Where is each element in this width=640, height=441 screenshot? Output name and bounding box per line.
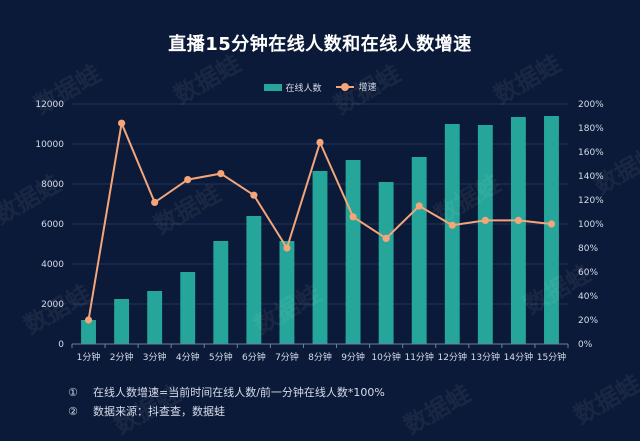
y-left-tick-label: 10000 — [35, 140, 64, 150]
growth-point — [514, 216, 523, 224]
growth-point — [481, 216, 489, 224]
bar — [312, 171, 328, 344]
y-left-tick-label: 6000 — [41, 220, 64, 230]
legend-label-bar: 在线人数 — [285, 83, 322, 94]
y-right-tick-label: 160% — [578, 148, 604, 158]
legend-label-line: 增速 — [358, 83, 377, 93]
y-right-tick-label: 140% — [578, 172, 604, 182]
bar — [345, 160, 361, 344]
growth-point — [184, 176, 192, 184]
growth-point — [448, 221, 456, 229]
bar — [180, 272, 196, 344]
bar — [444, 124, 460, 344]
bar — [114, 299, 130, 344]
growth-point — [349, 213, 357, 221]
bars — [81, 116, 559, 344]
note-2-number: ② — [68, 405, 78, 418]
note-1-number: ① — [68, 386, 78, 399]
growth-point — [217, 170, 225, 178]
y-right-tick-label: 200% — [578, 100, 604, 110]
y-right-tick-label: 20% — [578, 316, 598, 326]
bar — [246, 216, 262, 344]
growth-point — [316, 138, 324, 146]
y-left-tick-label: 12000 — [35, 100, 64, 110]
bar — [477, 125, 493, 344]
bar — [147, 291, 163, 344]
y-left-tick-label: 2000 — [41, 300, 64, 310]
x-tick-label: 10分钟 — [371, 351, 400, 363]
y-left-tick-label: 0 — [58, 340, 64, 350]
growth-line — [84, 119, 556, 324]
bar — [510, 117, 526, 344]
axes: 0 2000 4000 6000 8000 10000 12000 0% 20% 40% 60% 80… — [35, 100, 604, 363]
notes: ① 在线人数增速=当前时间在线人数/前一分钟在线人数*100% ② 数据来源：抖… — [68, 383, 385, 421]
note-2-text: 数据来源：抖查查，数据蛙 — [93, 405, 225, 418]
bar — [411, 157, 427, 344]
growth-point — [250, 191, 258, 199]
legend-bar-swatch — [263, 83, 282, 91]
x-tick-label: 12分钟 — [438, 351, 467, 363]
x-tick-label: 14分钟 — [504, 351, 533, 363]
x-tick-label: 7分钟 — [275, 351, 299, 363]
x-tick-label: 1分钟 — [77, 351, 101, 363]
y-left-tick-label: 8000 — [41, 180, 64, 190]
x-tick-label: 9分钟 — [341, 351, 365, 363]
legend-item-bar[interactable]: 在线人数 — [263, 81, 322, 94]
note-2: ② 数据来源：抖查查，数据蛙 — [68, 402, 385, 421]
chart-title: 直播15分钟在线人数和在线人数增速 — [168, 34, 472, 55]
bar — [213, 241, 229, 344]
x-tick-label: 5分钟 — [209, 351, 233, 363]
bar — [378, 182, 394, 344]
legend-item-line[interactable]: 增速 — [336, 80, 376, 93]
x-tick-label: 4分钟 — [176, 351, 200, 363]
y-right-tick-label: 120% — [578, 196, 604, 206]
x-tick-label: 8分钟 — [308, 351, 332, 363]
bar — [81, 320, 96, 344]
legend: 在线人数 增速 — [0, 80, 640, 94]
x-tick-label: 3分钟 — [143, 351, 167, 363]
bar — [544, 116, 559, 344]
growth-point — [382, 234, 390, 242]
x-tick-label: 15分钟 — [537, 351, 566, 363]
y-right-tick-label: 0% — [578, 340, 593, 350]
y-right-tick-label: 180% — [578, 124, 604, 134]
bar — [279, 241, 295, 344]
x-tick-label: 2分钟 — [110, 351, 134, 363]
growth-point — [283, 244, 291, 252]
legend-line-swatch — [336, 82, 355, 91]
note-1-text: 在线人数增速=当前时间在线人数/前一分钟在线人数*100% — [93, 386, 385, 399]
growth-point — [547, 220, 556, 228]
y-left-tick-label: 4000 — [41, 260, 64, 270]
growth-point — [151, 198, 159, 206]
y-right-tick-label: 40% — [578, 292, 598, 302]
note-1: ① 在线人数增速=当前时间在线人数/前一分钟在线人数*100% — [68, 383, 385, 402]
y-right-tick-label: 80% — [578, 244, 598, 254]
y-right-tick-label: 60% — [578, 268, 598, 278]
y-right-tick-label: 100% — [578, 220, 604, 230]
x-tick-label: 11分钟 — [404, 351, 433, 363]
x-tick-label: 13分钟 — [471, 351, 500, 363]
growth-point — [415, 202, 423, 210]
growth-point — [84, 316, 93, 324]
growth-point — [118, 119, 126, 127]
x-tick-label: 6分钟 — [242, 351, 266, 363]
